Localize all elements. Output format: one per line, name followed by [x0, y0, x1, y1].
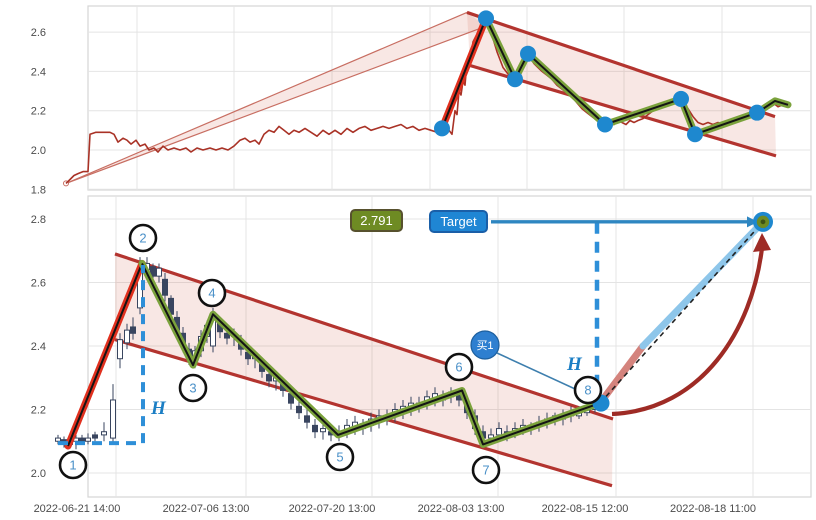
zigzag-detail-core — [141, 262, 601, 446]
pivot-circle-7[interactable] — [471, 455, 501, 485]
projection-segment-blue — [639, 218, 767, 350]
target-arrow-head — [747, 216, 758, 228]
y-tick-label: 2.4 — [31, 66, 46, 78]
pivot-number-5: 5 — [336, 450, 343, 465]
rising-wedge-fill — [66, 12, 486, 184]
impulse-segment-detail-core — [67, 263, 143, 447]
curved-arrow — [611, 247, 765, 417]
pivot-circle-1[interactable] — [58, 450, 88, 480]
rising-trendline-upper — [65, 11, 468, 184]
curved-arrow-head — [753, 233, 771, 252]
pivot-dot — [597, 116, 613, 133]
channel-line-upper-detail — [114, 252, 614, 421]
pivot-dot — [507, 71, 523, 88]
projection-segment-red — [596, 342, 647, 407]
y-tick-label: 2.6 — [31, 278, 46, 290]
channel-fill-detail — [115, 253, 613, 486]
candle-body[interactable] — [150, 266, 156, 277]
candle-body[interactable] — [124, 329, 130, 344]
pivot-number-6: 6 — [455, 360, 462, 375]
x-tick-label: 2022-08-03 13:00 — [418, 503, 505, 515]
x-tick-label: 2022-07-06 13:00 — [163, 503, 250, 515]
candle-body[interactable] — [130, 326, 136, 334]
y-tick-label: 2.0 — [31, 145, 46, 157]
y-tick-label: 1.8 — [31, 184, 46, 196]
pivot-dot — [749, 104, 765, 121]
target-dot-core — [760, 219, 766, 225]
y-tick-label: 2.8 — [31, 214, 46, 226]
pivot-circle-3[interactable] — [178, 373, 208, 403]
pivot-dot — [687, 126, 703, 143]
pivot-number-2: 2 — [139, 231, 146, 246]
candle-body[interactable] — [156, 267, 162, 277]
x-tick-label: 2022-08-15 12:00 — [542, 503, 629, 515]
pivot-dot — [673, 90, 689, 107]
pivot-circle-5[interactable] — [325, 442, 355, 472]
candle-body[interactable] — [85, 437, 91, 442]
candle-body[interactable] — [101, 431, 107, 436]
candle-body[interactable] — [117, 339, 123, 360]
h-measure-label-left: H — [151, 398, 166, 419]
x-tick-label: 2022-08-18 11:00 — [670, 503, 756, 515]
x-tick-label: 2022-06-21 14:00 — [34, 503, 121, 515]
h-measure-label-right: H — [567, 354, 582, 375]
impulse-segment-overview-core — [441, 17, 487, 129]
candle-body[interactable] — [296, 405, 302, 414]
y-tick-label: 2.2 — [31, 106, 46, 118]
channel-fill-overview — [467, 12, 776, 156]
pivot-circle-4[interactable] — [197, 278, 227, 308]
candle-body[interactable] — [92, 434, 98, 439]
x-tick-label: 2022-07-20 13:00 — [289, 503, 376, 515]
target-badge[interactable]: Target — [429, 210, 488, 233]
pivot-number-4: 4 — [208, 286, 215, 301]
y-tick-label: 2.2 — [31, 405, 46, 417]
pivot-circle-2[interactable] — [128, 223, 158, 253]
pivot-dot — [478, 10, 494, 27]
pivot-dot — [520, 45, 536, 62]
channel-line-upper-overview — [466, 10, 776, 119]
y-tick-label: 2.6 — [31, 27, 46, 39]
pivot-number-3: 3 — [189, 381, 196, 396]
pivot-circle-6[interactable] — [444, 352, 474, 382]
h-measure-left — [58, 265, 145, 446]
pivot-number-7: 7 — [482, 463, 489, 478]
candle-body[interactable] — [224, 332, 230, 339]
pivot-number-8: 8 — [584, 383, 591, 398]
candle-body[interactable] — [110, 399, 116, 439]
buy-signal-badge[interactable] — [470, 330, 500, 360]
channel-line-lower-detail — [114, 338, 613, 488]
candle-body[interactable] — [304, 415, 310, 423]
candle-body[interactable] — [162, 278, 168, 296]
y-tick-label: 2.0 — [31, 468, 46, 480]
pivot-dot — [434, 120, 450, 137]
pivot-circle-8[interactable] — [573, 375, 603, 405]
candle-body[interactable] — [496, 428, 502, 436]
pivot-number-1: 1 — [69, 458, 76, 473]
y-tick-label: 2.4 — [31, 341, 46, 353]
candle-body[interactable] — [312, 424, 318, 433]
candle-body[interactable] — [320, 428, 326, 433]
target-value-badge[interactable]: 2.791 — [350, 209, 403, 232]
buy-signal-label: 买1 — [476, 339, 493, 352]
candle-body[interactable] — [79, 437, 85, 442]
candle-body[interactable] — [266, 374, 272, 382]
candle-body[interactable] — [55, 437, 61, 442]
projection-dashed-core — [599, 221, 764, 404]
rising-trendline-lower — [65, 25, 487, 184]
panel-frame-overview-panel — [87, 5, 812, 191]
